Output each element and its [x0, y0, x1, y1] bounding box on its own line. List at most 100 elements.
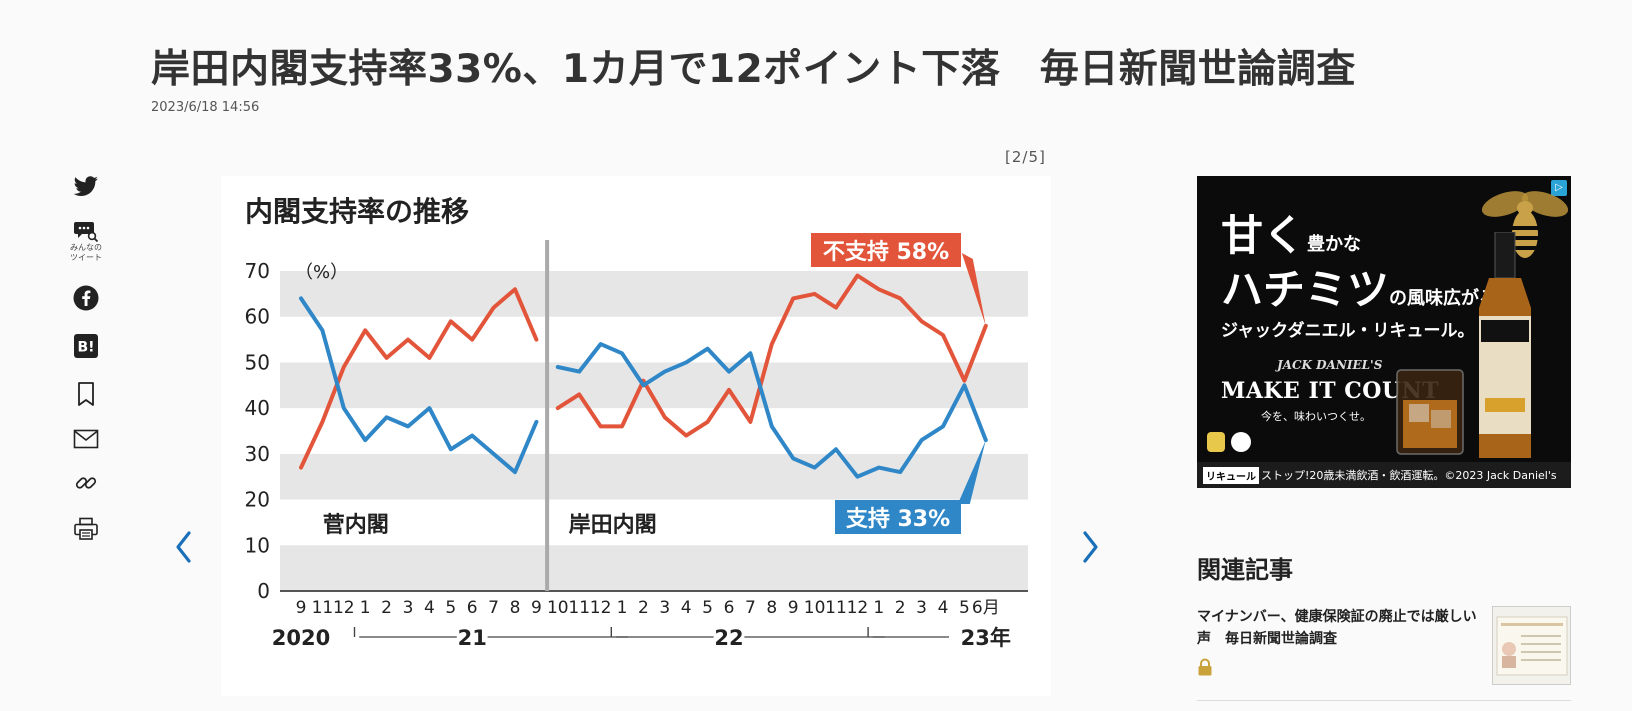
related-article-item[interactable]: マイナンバー、健康保険証の廃止では厳しい声 毎日新聞世論調査 [1197, 606, 1571, 686]
series-line-不支持 [555, 273, 988, 438]
next-arrow-icon[interactable] [1078, 530, 1102, 564]
callout-pointer-shiji [957, 440, 986, 504]
x-tick-label: 12 [847, 598, 869, 618]
print-button[interactable] [70, 517, 102, 541]
article-date: 2023/6/18 14:56 [151, 100, 260, 115]
segment-label: 岸田内閣 [569, 513, 657, 538]
ad-liqueur-label: リキュール [1203, 466, 1259, 484]
ad-headline-2: ハチミツの風味広がる、 [1221, 256, 1515, 317]
x-tick-label: 4 [938, 598, 949, 618]
ad-brand-text: JACK DANIEL'S [1277, 358, 1383, 372]
segment-label: 菅内閣 [323, 513, 389, 538]
x-tick-label: 11 [825, 598, 847, 618]
x-tick-label: 10 [804, 598, 826, 618]
x-tick-label: 7 [745, 598, 756, 618]
x-tick-label: 7 [488, 598, 499, 618]
callout-label-fushiji: 不支持 58% [823, 240, 949, 265]
x-tick-label: 5 [702, 598, 713, 618]
ad-line1-big: 甘く [1221, 211, 1306, 260]
ad-choices-icon[interactable]: ▷ [1551, 180, 1567, 196]
x-tick-label: 12 [333, 598, 355, 618]
link-icon [75, 477, 97, 489]
grid-band [280, 453, 1028, 500]
bookmark-icon [78, 382, 94, 406]
twitter-icon [73, 176, 98, 196]
x-tick-label: 6 [724, 598, 735, 618]
x-year-label: 22 [714, 626, 743, 650]
series-line-支持 [555, 342, 988, 479]
x-tick-label: 6 [467, 598, 478, 618]
minna-tweet-icon [74, 222, 99, 242]
callout-box-shiji [835, 500, 961, 534]
y-tick-label: 40 [245, 396, 270, 420]
y-tick-label: 30 [245, 442, 270, 466]
ad-disclaimer: リキュール ストップ!20歳未満飲酒・飲酒運転。©2023 Jack Danie… [1197, 462, 1571, 488]
copy-link-button[interactable] [70, 471, 102, 495]
id-card-thumbnail-icon [1496, 616, 1568, 676]
x-tick-label: 9 [296, 598, 307, 618]
related-article-thumbnail[interactable] [1492, 606, 1571, 685]
gallery-counter: [2/5] [1005, 148, 1046, 166]
mail-share-button[interactable] [70, 429, 102, 449]
svg-text:B!: B! [77, 340, 94, 356]
x-tick-label: 2 [381, 598, 392, 618]
grid-band [280, 545, 1028, 591]
minna-tweet-button[interactable]: みんなの ツイート [70, 220, 102, 263]
x-tick-label: 3 [916, 598, 927, 618]
ad-subline: ジャックダニエル・リキュール。 [1221, 321, 1475, 341]
divider [1197, 700, 1571, 701]
x-tick-label: 10 [547, 598, 569, 618]
whiskey-bottle-icon [1479, 232, 1531, 458]
lock-icon [1198, 658, 1212, 676]
callout-label-shiji: 支持 33% [846, 507, 950, 532]
x-tick-label: 8 [510, 598, 521, 618]
bookmark-button[interactable] [70, 381, 102, 407]
x-tick-label: 1 [617, 598, 628, 618]
minna-label-1: みんなの [70, 243, 102, 252]
chart-image: 0 10 20 30 40 50 60 70 （%） 内閣支持率の推移 菅内閣 岸田内閣 不支持 58%… [221, 176, 1051, 696]
share-bar: みんなの ツイート B! [70, 176, 102, 563]
x-tick-label: 11 [312, 598, 334, 618]
x-year-label: 23年 [961, 626, 1011, 650]
y-tick-label: 70 [245, 259, 270, 283]
y-tick-label: 10 [245, 533, 270, 557]
x-tick-label: 1 [360, 598, 371, 618]
x-tick-label: 9 [531, 598, 542, 618]
article-title: 岸田内閣支持率33%、1カ月で12ポイント下落 毎日新聞世論調査 [151, 47, 1356, 92]
x-tick-label: 3 [403, 598, 414, 618]
hatena-bookmark-button[interactable]: B! [70, 333, 102, 359]
hatena-icon: B! [74, 334, 98, 358]
callout-box-fushiji [811, 233, 961, 267]
ad-headline-1: 甘く 豊かな [1221, 202, 1361, 263]
x-tick-label: 4 [681, 598, 692, 618]
facebook-icon [73, 285, 99, 311]
print-icon [74, 517, 98, 540]
y-tick-label: 50 [245, 350, 270, 374]
ad-tagline: 今を、味わいつくせ。 [1261, 410, 1371, 423]
series-line-支持 [299, 296, 539, 475]
x-tick-label: 8 [766, 598, 777, 618]
mail-icon [73, 429, 99, 449]
x-tick-label: 4 [424, 598, 435, 618]
related-article-title[interactable]: マイナンバー、健康保険証の廃止では厳しい声 毎日新聞世論調査 [1197, 609, 1477, 647]
x-tick-label: 6月 [972, 598, 1000, 618]
facebook-share-button[interactable] [70, 285, 102, 311]
x-tick-label: 3 [659, 598, 670, 618]
ad-line1-small: 豊かな [1307, 234, 1362, 255]
prev-arrow-icon[interactable] [172, 530, 196, 564]
related-articles-heading: 関連記事 [1197, 556, 1293, 584]
chart-title: 内閣支持率の推移 [245, 195, 469, 228]
x-year-label: 2020 [272, 626, 330, 650]
x-tick-label: 2 [895, 598, 906, 618]
whiskey-glass-icon [1396, 369, 1464, 455]
x-year-label: 21 [458, 626, 487, 650]
series-line-不支持 [299, 287, 539, 470]
minna-label-2: ツイート [70, 253, 102, 262]
x-tick-label: 5 [445, 598, 456, 618]
y-unit-label: （%） [295, 262, 348, 283]
x-tick-label: 11 [568, 598, 590, 618]
twitter-share-button[interactable] [70, 176, 102, 198]
x-tick-label: 12 [590, 598, 612, 618]
advertisement[interactable]: ▷ 甘く 豊かな ハチミツの風味広がる、 ジャックダニエル・リキュール。 JACK… [1197, 176, 1571, 488]
